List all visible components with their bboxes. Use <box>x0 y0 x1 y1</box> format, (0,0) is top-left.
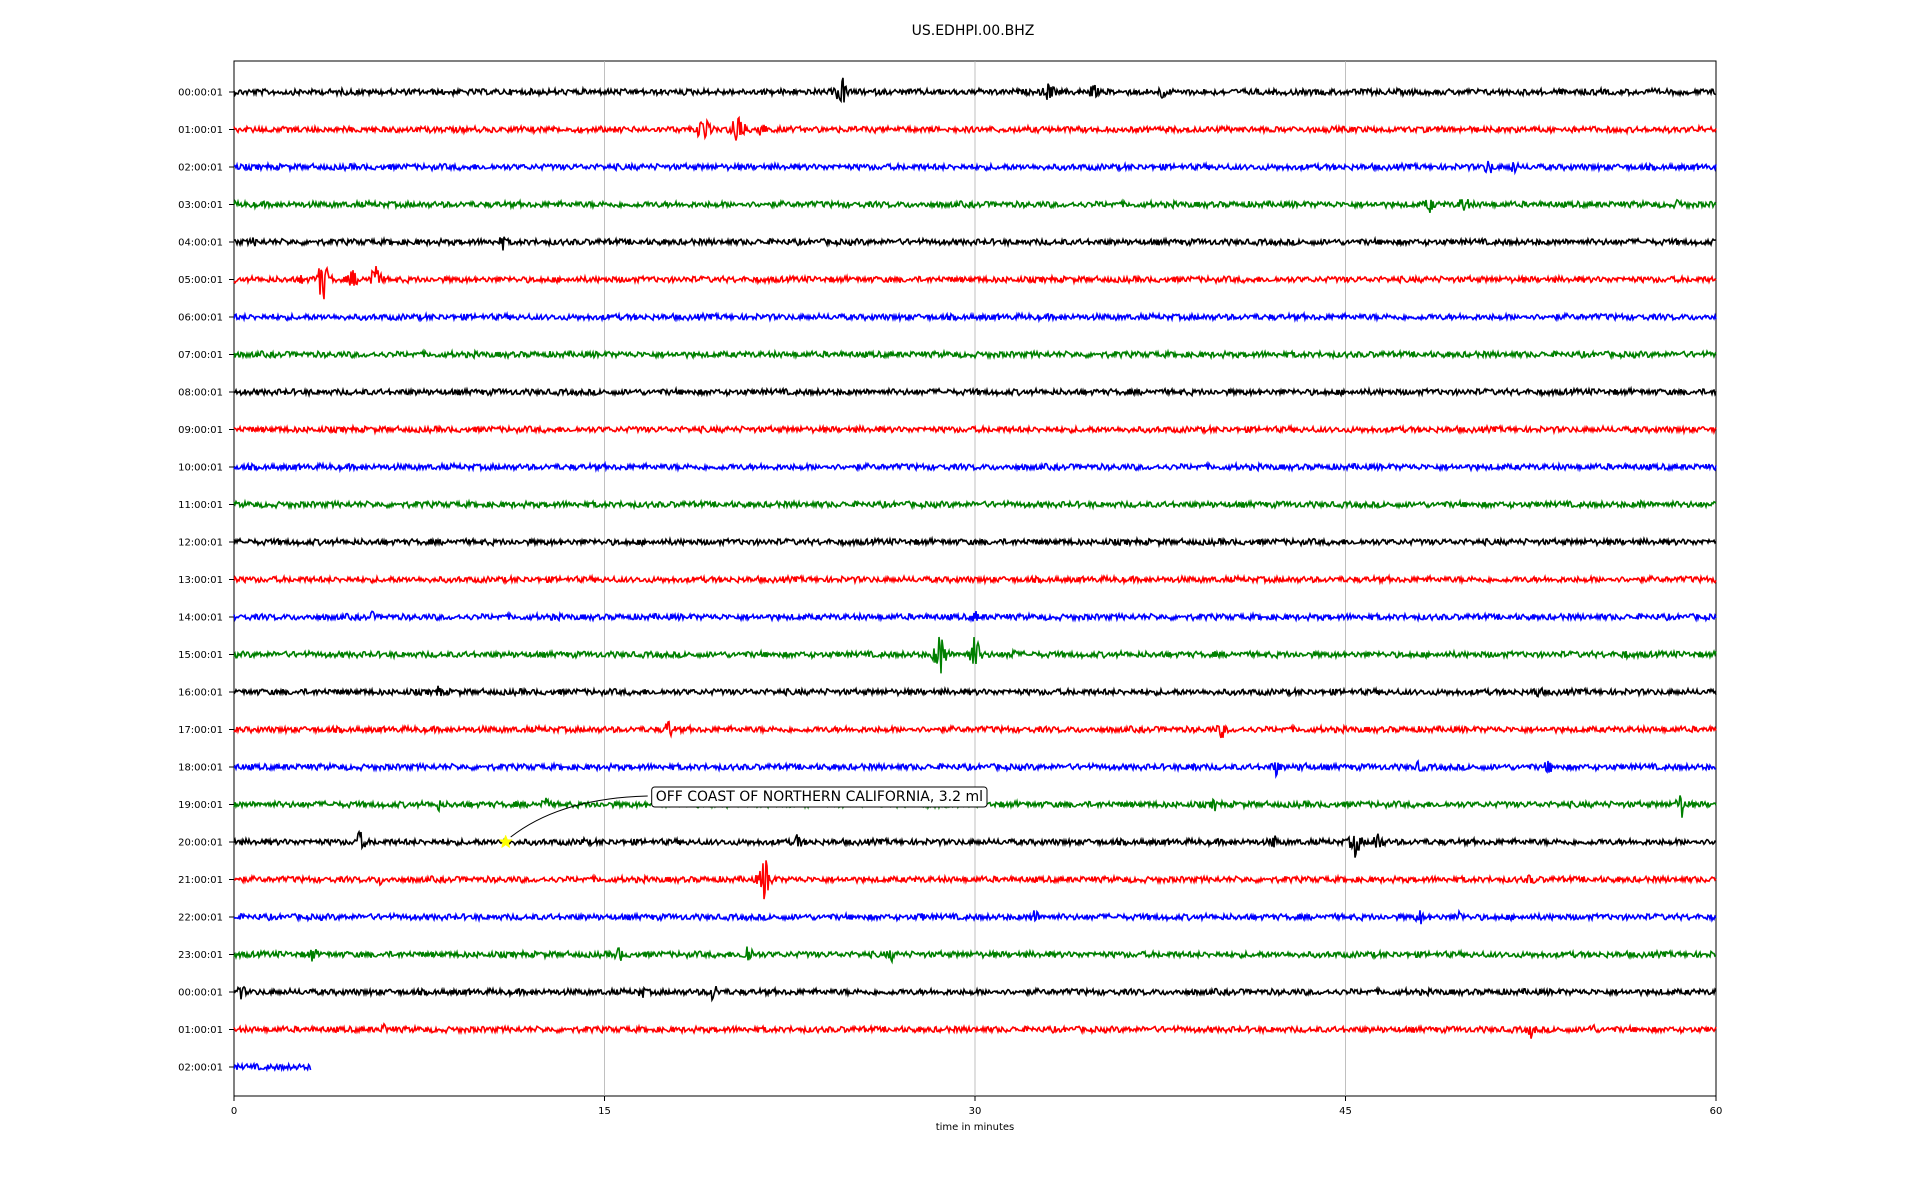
trace-row <box>233 985 1717 1003</box>
event-annotation: OFF COAST OF NORTHERN CALIFORNIA, 3.2 ml <box>498 786 988 849</box>
row-time-label: 19:00:01 <box>178 800 223 811</box>
row-time-label: 15:00:01 <box>178 650 223 661</box>
annotation-box <box>651 786 988 808</box>
row-time-label: 00:00:01 <box>178 88 223 99</box>
trace-row <box>233 198 1717 213</box>
trace-row <box>233 908 1717 925</box>
x-tick-label: 60 <box>1710 1106 1723 1117</box>
x-tick-label: 30 <box>969 1106 982 1117</box>
trace-row <box>233 310 1717 324</box>
row-time-label: 01:00:01 <box>178 1025 223 1036</box>
trace-row <box>233 759 1717 779</box>
row-time-label: 04:00:01 <box>178 238 223 249</box>
trace-row <box>233 610 1717 623</box>
trace-row <box>233 685 1717 699</box>
annotation-arrow <box>510 795 648 838</box>
trace-row <box>233 860 1717 900</box>
x-axis-label: time in minutes <box>936 1122 1015 1133</box>
row-time-label: 14:00:01 <box>178 613 223 624</box>
x-axis: 0 15 30 45 60 <box>231 1096 1723 1117</box>
row-time-label: 22:00:01 <box>178 913 223 924</box>
annotation-text: OFF COAST OF NORTHERN CALIFORNIA, 3.2 ml <box>656 789 983 805</box>
row-time-label: 13:00:01 <box>178 575 223 586</box>
trace-row <box>233 235 1717 251</box>
trace-row <box>233 115 1717 141</box>
row-time-label: 10:00:01 <box>178 463 223 474</box>
x-tick-label: 45 <box>1339 1106 1352 1117</box>
traces-layer <box>233 77 1717 1073</box>
trace-row <box>233 535 1717 549</box>
trace-row <box>233 829 1717 858</box>
trace-row <box>234 160 1717 176</box>
row-time-label: 09:00:01 <box>178 425 223 436</box>
row-time-label: 12:00:01 <box>178 538 223 549</box>
row-time-label: 01:00:01 <box>178 125 223 136</box>
x-tick-label: 15 <box>598 1106 611 1117</box>
trace-row <box>233 720 1717 739</box>
trace-row <box>233 636 1717 674</box>
row-time-label: 02:00:01 <box>178 163 223 174</box>
event-star-marker <box>498 834 514 849</box>
trace-row <box>233 77 1717 104</box>
row-labels-layer: 00:00:01 01:00:01 02:00:01 03:00:01 04:00:01… <box>178 88 234 1074</box>
row-time-label: 07:00:01 <box>178 350 223 361</box>
trace-row <box>233 1061 312 1073</box>
trace-row <box>233 460 1717 474</box>
row-time-label: 00:00:01 <box>178 988 223 999</box>
row-time-label: 21:00:01 <box>178 875 223 886</box>
row-time-label: 17:00:01 <box>178 725 223 736</box>
trace-row <box>233 498 1717 511</box>
row-time-label: 16:00:01 <box>178 688 223 699</box>
row-time-label: 20:00:01 <box>178 838 223 849</box>
row-time-label: 05:00:01 <box>178 275 223 286</box>
trace-row <box>233 423 1717 436</box>
trace-row <box>233 265 1717 300</box>
row-time-label: 02:00:01 <box>178 1063 223 1074</box>
trace-row <box>233 573 1717 586</box>
row-time-label: 11:00:01 <box>178 500 223 511</box>
trace-row <box>233 1022 1717 1039</box>
x-tick-label: 0 <box>231 1106 237 1117</box>
row-time-label: 06:00:01 <box>178 313 223 324</box>
row-time-label: 23:00:01 <box>178 950 223 961</box>
trace-row <box>233 348 1717 361</box>
row-time-label: 03:00:01 <box>178 200 223 211</box>
row-time-label: 18:00:01 <box>178 763 223 774</box>
row-time-label: 08:00:01 <box>178 388 223 399</box>
trace-row <box>233 946 1717 965</box>
chart-title: US.EDHPI.00.BHZ <box>912 23 1035 39</box>
trace-row <box>233 385 1717 398</box>
